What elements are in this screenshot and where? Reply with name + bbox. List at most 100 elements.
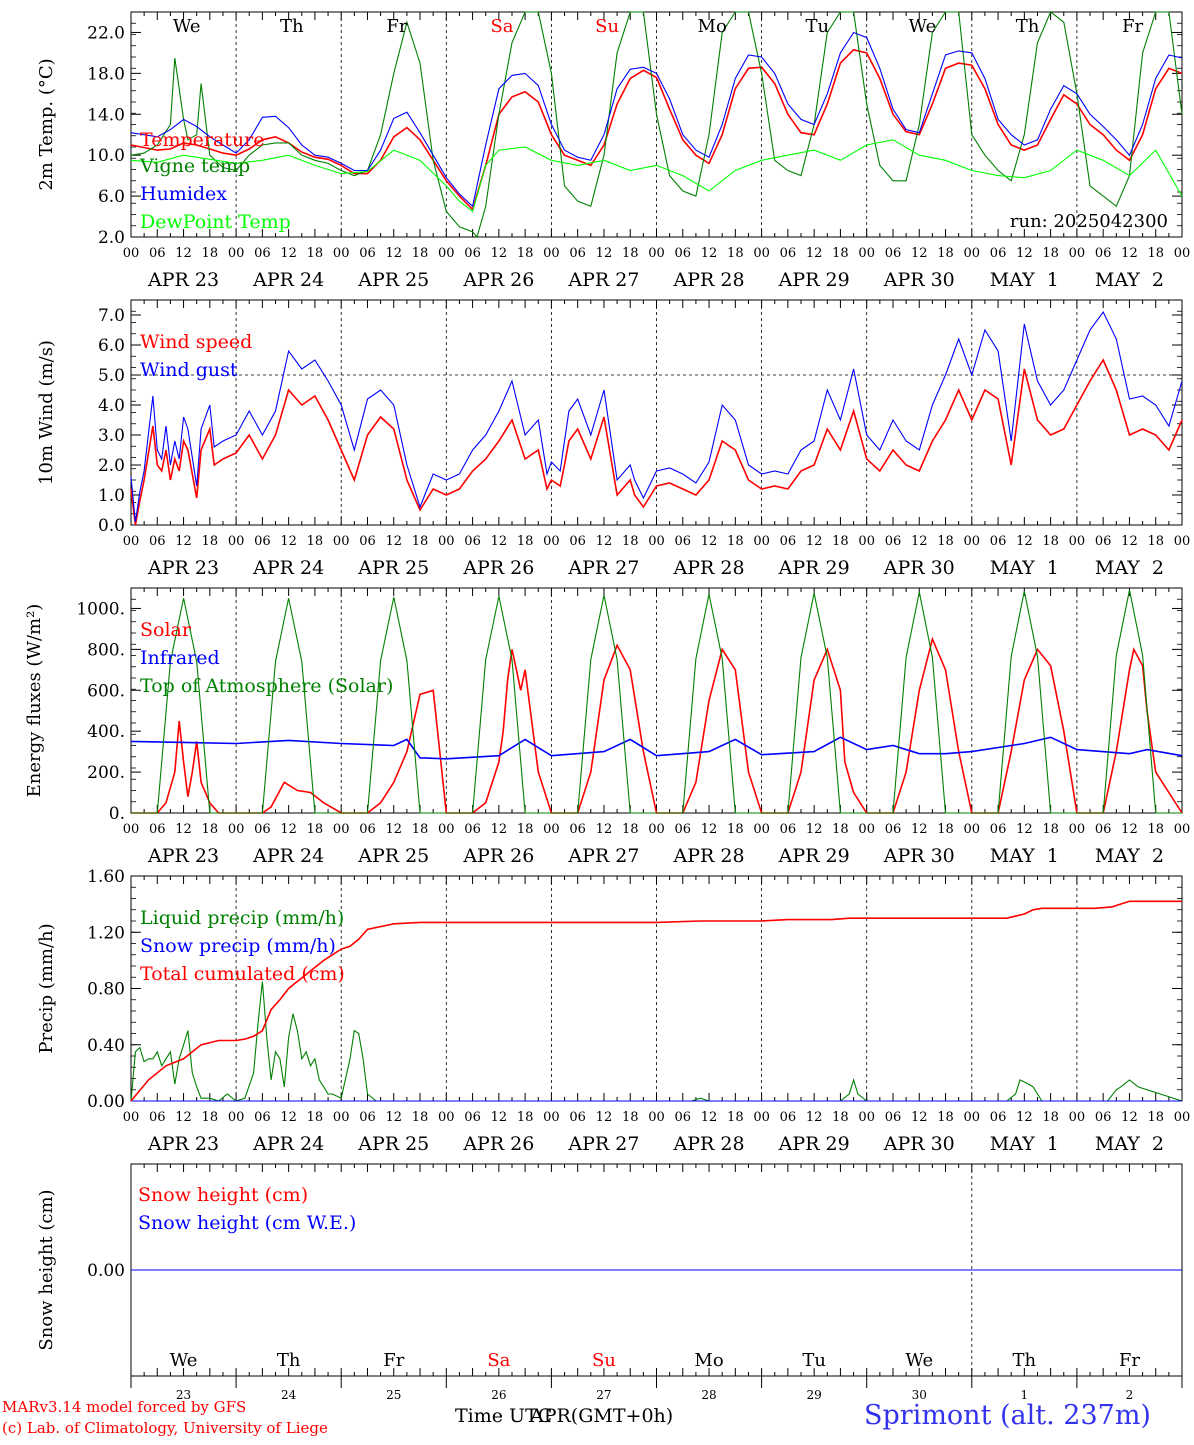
hour-tick-label: 06 — [1095, 534, 1112, 549]
hour-tick-label: 00 — [543, 246, 560, 261]
date-label: APR 29 — [778, 1133, 850, 1155]
date-label: APR 30 — [883, 845, 955, 867]
hour-tick-label: 00 — [228, 822, 245, 837]
y-tick-label: 0.00 — [87, 1092, 125, 1112]
date-label: APR 24 — [252, 557, 324, 579]
hour-tick-label: 12 — [175, 822, 192, 837]
hour-tick-label: 06 — [990, 246, 1007, 261]
hour-tick-label: 18 — [937, 534, 954, 549]
hour-tick-label: 18 — [1042, 822, 1059, 837]
legend-entry: Liquid precip (mm/h) — [140, 907, 344, 929]
hour-tick-label: 00 — [1174, 534, 1191, 549]
hour-tick-label: 06 — [1095, 246, 1112, 261]
hour-tick-label: 12 — [701, 246, 718, 261]
hour-tick-label: 18 — [1147, 246, 1164, 261]
hour-tick-label: 12 — [385, 246, 402, 261]
y-tick-label: 1.60 — [87, 867, 125, 887]
date-label: APR 27 — [567, 557, 639, 579]
hour-tick-label: 12 — [385, 822, 402, 837]
hour-tick-label: 06 — [780, 822, 797, 837]
legend-entry: Snow height (cm) — [138, 1184, 308, 1206]
hour-tick-label: 12 — [280, 1110, 297, 1125]
hour-tick-label: 12 — [701, 1110, 718, 1125]
hour-tick-label: 00 — [858, 534, 875, 549]
hour-tick-label: 12 — [806, 534, 823, 549]
hour-tick-label: 00 — [1069, 1110, 1086, 1125]
hour-tick-label: 00 — [858, 1110, 875, 1125]
hour-tick-label: 18 — [517, 822, 534, 837]
y-axis-label: Snow height (cm) — [36, 1189, 57, 1350]
y-tick-label: 0.00 — [87, 1261, 125, 1281]
day-label: We — [909, 16, 937, 37]
hour-tick-label: 06 — [359, 534, 376, 549]
y-tick-label: 18.0 — [87, 64, 125, 84]
hour-tick-label: 00 — [1174, 246, 1191, 261]
hour-tick-label: 00 — [964, 1110, 981, 1125]
hour-tick-label: 12 — [1121, 1110, 1138, 1125]
hour-tick-label: 18 — [307, 1110, 324, 1125]
hour-tick-label: 06 — [149, 246, 166, 261]
y-tick-label: 6.0 — [98, 187, 125, 207]
day-label: Th — [277, 1350, 301, 1371]
hour-tick-label: 06 — [254, 1110, 271, 1125]
hour-tick-label: 12 — [385, 534, 402, 549]
hour-tick-label: 18 — [1042, 534, 1059, 549]
hour-tick-label: 12 — [491, 1110, 508, 1125]
hour-tick-label: 18 — [937, 246, 954, 261]
hour-tick-label: 06 — [675, 1110, 692, 1125]
series-line — [130, 139, 1183, 213]
hour-tick-label: 06 — [359, 246, 376, 261]
hour-tick-label: 18 — [307, 246, 324, 261]
series-line — [130, 48, 1183, 211]
hour-tick-label: 00 — [1069, 822, 1086, 837]
hour-tick-label: 06 — [464, 534, 481, 549]
y-tick-label: 6.0 — [98, 336, 125, 356]
hour-tick-label: 00 — [858, 822, 875, 837]
hour-tick-label: 06 — [1095, 822, 1112, 837]
hour-tick-label: 12 — [280, 534, 297, 549]
hour-tick-label: 00 — [964, 534, 981, 549]
date-label: APR 28 — [673, 557, 745, 579]
hour-tick-label: 18 — [832, 822, 849, 837]
date-label: MAY 1 — [990, 845, 1059, 867]
date-label: APR 29 — [778, 557, 850, 579]
legend-entry: Snow precip (mm/h) — [140, 935, 336, 957]
series-line — [130, 11, 1183, 239]
hour-tick-label: 12 — [911, 1110, 928, 1125]
hour-tick-label: 12 — [175, 246, 192, 261]
hour-tick-label: 06 — [149, 1110, 166, 1125]
hour-tick-label: 18 — [937, 822, 954, 837]
y-axis-label: Energy fluxes (W/m²) — [24, 604, 45, 798]
hour-tick-label: 00 — [964, 822, 981, 837]
hour-tick-label: 00 — [228, 246, 245, 261]
hour-tick-label: 06 — [885, 1110, 902, 1125]
date-label: MAY 2 — [1095, 845, 1164, 867]
date-label: APR 26 — [462, 845, 534, 867]
station-label: Sprimont (alt. 237m) — [864, 1400, 1151, 1431]
hour-tick-label: 18 — [307, 822, 324, 837]
hour-tick-label: 06 — [359, 1110, 376, 1125]
date-label: MAY 1 — [990, 269, 1059, 291]
y-tick-label: 2.0 — [98, 456, 125, 476]
hour-tick-label: 00 — [228, 534, 245, 549]
day-label: Mo — [694, 1350, 723, 1371]
hour-tick-label: 12 — [911, 246, 928, 261]
hour-tick-label: 06 — [675, 246, 692, 261]
hour-tick-label: 18 — [1042, 1110, 1059, 1125]
hour-tick-label: 06 — [149, 534, 166, 549]
hour-tick-label: 06 — [254, 822, 271, 837]
panel-frame — [130, 11, 1183, 238]
day-number: 28 — [701, 1388, 716, 1402]
hour-tick-label: 18 — [517, 1110, 534, 1125]
hour-tick-label: 00 — [858, 246, 875, 261]
date-label: APR 28 — [673, 1133, 745, 1155]
day-label: Mo — [698, 16, 727, 37]
y-tick-label: 3.0 — [98, 426, 125, 446]
hour-tick-label: 00 — [438, 534, 455, 549]
hour-tick-label: 00 — [1174, 1110, 1191, 1125]
time-axis-label: Time UTC — [455, 1405, 553, 1427]
hour-tick-label: 18 — [622, 1110, 639, 1125]
hour-tick-label: 12 — [701, 822, 718, 837]
hour-tick-label: 12 — [491, 246, 508, 261]
hour-tick-label: 12 — [280, 822, 297, 837]
